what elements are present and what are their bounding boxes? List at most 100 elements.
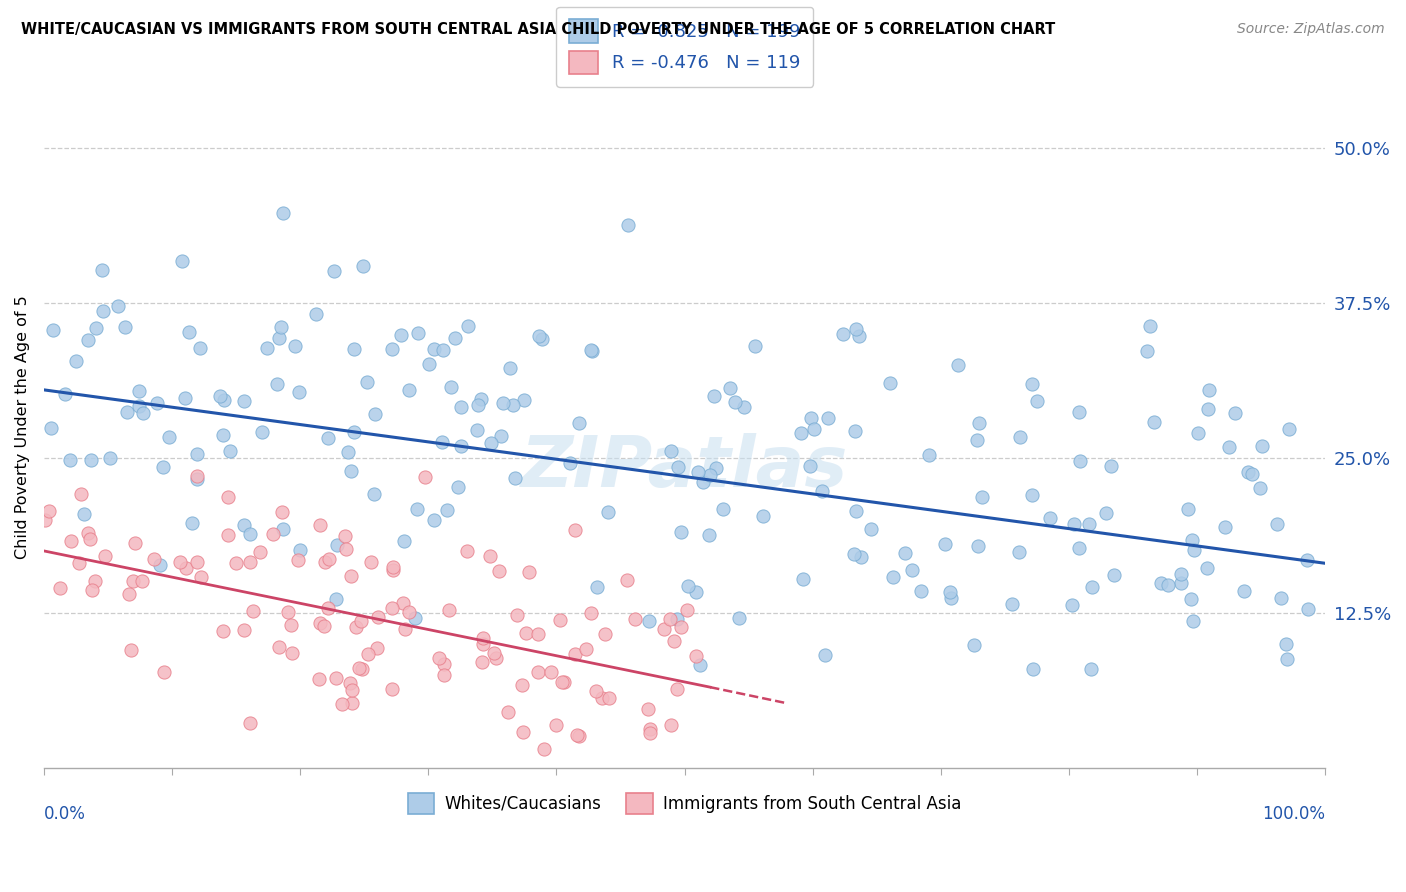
- Point: [845, 322, 868, 336]
- Point: [661, 717, 683, 731]
- Point: [844, 424, 866, 438]
- Point: [117, 405, 139, 419]
- Point: [1102, 567, 1125, 582]
- Point: [404, 611, 426, 625]
- Point: [94, 549, 117, 563]
- Point: [817, 410, 839, 425]
- Point: [591, 691, 613, 706]
- Point: [270, 505, 292, 519]
- Point: [214, 392, 236, 407]
- Point: [1270, 591, 1292, 605]
- Point: [699, 468, 721, 483]
- Point: [692, 475, 714, 490]
- Point: [149, 558, 172, 573]
- Text: Source: ZipAtlas.com: Source: ZipAtlas.com: [1237, 22, 1385, 37]
- Point: [305, 307, 328, 321]
- Point: [39, 421, 62, 435]
- Point: [190, 570, 212, 584]
- Point: [938, 585, 960, 599]
- Point: [267, 331, 290, 345]
- Point: [1233, 584, 1256, 599]
- Point: [381, 601, 404, 615]
- Point: [266, 376, 288, 391]
- Point: [406, 502, 429, 516]
- Point: [287, 553, 309, 567]
- Point: [1069, 405, 1091, 419]
- Point: [343, 342, 366, 356]
- Point: [733, 400, 755, 414]
- Point: [1182, 614, 1205, 628]
- Point: [433, 657, 456, 671]
- Point: [1182, 542, 1205, 557]
- Point: [638, 726, 661, 740]
- Point: [1236, 465, 1258, 479]
- Point: [1213, 520, 1236, 534]
- Point: [662, 634, 685, 648]
- Point: [53, 386, 76, 401]
- Point: [970, 490, 993, 504]
- Point: [76, 526, 98, 541]
- Point: [1136, 343, 1159, 358]
- Point: [471, 637, 494, 651]
- Point: [309, 518, 332, 533]
- Point: [697, 528, 720, 542]
- Point: [596, 505, 619, 519]
- Point: [65, 353, 87, 368]
- Point: [79, 532, 101, 546]
- Point: [80, 582, 103, 597]
- Point: [280, 618, 302, 632]
- Point: [143, 552, 166, 566]
- Point: [427, 651, 450, 665]
- Point: [332, 698, 354, 712]
- Point: [121, 574, 143, 588]
- Point: [598, 691, 620, 706]
- Point: [790, 425, 813, 440]
- Point: [153, 665, 176, 679]
- Point: [517, 565, 540, 579]
- Point: [444, 331, 467, 345]
- Point: [391, 595, 413, 609]
- Point: [831, 326, 853, 341]
- Point: [1251, 439, 1274, 453]
- Point: [803, 422, 825, 436]
- Point: [288, 543, 311, 558]
- Point: [482, 646, 505, 660]
- Point: [1195, 561, 1218, 575]
- Point: [1080, 662, 1102, 676]
- Point: [533, 741, 555, 756]
- Point: [107, 299, 129, 313]
- Point: [1081, 580, 1104, 594]
- Point: [728, 611, 751, 625]
- Point: [1077, 517, 1099, 532]
- Point: [174, 560, 197, 574]
- Point: [360, 555, 382, 569]
- Legend: Whites/Caucasians, Immigrants from South Central Asia: Whites/Caucasians, Immigrants from South…: [401, 786, 969, 821]
- Point: [513, 392, 536, 407]
- Point: [398, 605, 420, 619]
- Point: [340, 464, 363, 478]
- Y-axis label: Child Poverty Under the Age of 5: Child Poverty Under the Age of 5: [15, 295, 30, 559]
- Point: [505, 607, 527, 622]
- Point: [93, 303, 115, 318]
- Point: [271, 522, 294, 536]
- Point: [59, 534, 82, 549]
- Point: [318, 431, 340, 445]
- Point: [382, 560, 405, 574]
- Point: [232, 518, 254, 533]
- Point: [124, 536, 146, 550]
- Point: [882, 570, 904, 584]
- Point: [688, 465, 710, 479]
- Point: [1095, 506, 1118, 520]
- Point: [256, 342, 278, 356]
- Point: [467, 398, 489, 412]
- Point: [350, 614, 373, 628]
- Point: [67, 556, 90, 570]
- Point: [339, 676, 361, 690]
- Point: [492, 396, 515, 410]
- Point: [879, 376, 901, 390]
- Point: [1157, 577, 1180, 591]
- Point: [174, 391, 197, 405]
- Point: [1021, 488, 1043, 502]
- Point: [118, 587, 141, 601]
- Point: [352, 259, 374, 273]
